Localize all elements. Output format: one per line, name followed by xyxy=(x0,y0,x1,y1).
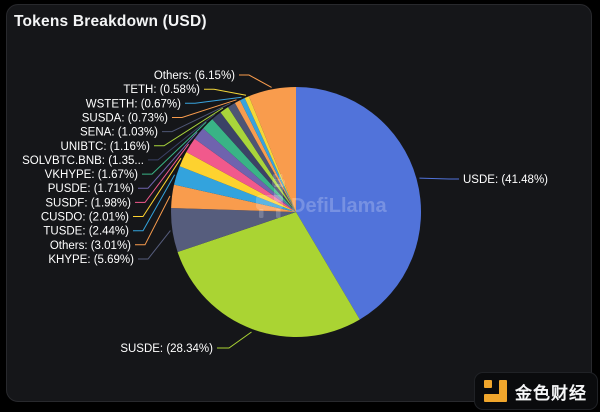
label-leader-line xyxy=(148,113,216,161)
label-leader-line xyxy=(172,99,237,118)
label-leader-line xyxy=(239,74,272,88)
llama-icon xyxy=(256,174,285,218)
slice-label-susda: SUSDA: (0.73%) xyxy=(82,112,168,124)
slice-label-usde: USDE: (41.48%) xyxy=(463,174,548,186)
slice-label-pusde: PUSDE: (1.71%) xyxy=(48,183,134,195)
slice-label-others: Others: (3.01%) xyxy=(50,240,131,252)
slice-label-others: Others: (6.15%) xyxy=(154,70,235,82)
label-leader-line xyxy=(154,107,224,147)
label-leader-line xyxy=(133,174,176,232)
pie-slice-unibtc[interactable] xyxy=(220,107,297,212)
label-leader-line xyxy=(135,195,171,246)
jinse-finance-logo: 金色财经 xyxy=(474,372,598,410)
jinse-finance-label: 金色财经 xyxy=(515,383,587,403)
slice-label-unibtc: UNIBTC: (1.16%) xyxy=(61,141,151,153)
chart-title: Tokens Breakdown (USD) xyxy=(14,13,207,30)
pie-slice-wsteth[interactable] xyxy=(240,98,296,212)
pie-slice-solvbtc-bnb[interactable] xyxy=(212,112,296,212)
jinse-gold-square-icon xyxy=(484,380,507,402)
label-leader-line xyxy=(138,230,171,260)
pie-slice-pusde[interactable] xyxy=(194,128,296,212)
label-leader-line xyxy=(162,102,231,133)
pie-slice-usde[interactable] xyxy=(296,87,422,320)
defillama-watermark: DefiLlama xyxy=(256,174,387,218)
label-leader-line xyxy=(138,131,198,189)
slice-label-susde: SUSDE: (28.34%) xyxy=(120,343,213,355)
slice-label-vkhype: VKHYPE: (1.67%) xyxy=(45,169,138,181)
slice-label-sena: SENA: (1.03%) xyxy=(80,127,158,139)
label-leader-line xyxy=(185,96,242,104)
slice-label-wsteth: WSTETH: (0.67%) xyxy=(86,98,181,110)
label-leader-line xyxy=(135,143,190,203)
label-leader-line xyxy=(133,157,182,217)
slice-label-teth: TETH: (0.58%) xyxy=(123,84,200,96)
pie-slice-khype[interactable] xyxy=(171,208,296,252)
pie-slice-susdf[interactable] xyxy=(186,138,296,212)
label-leader-line xyxy=(142,121,207,175)
pie-slice-tusde[interactable] xyxy=(174,166,296,212)
watermark-text: DefiLlama xyxy=(291,195,387,217)
slice-label-tusde: TUSDE: (2.44%) xyxy=(43,226,129,238)
pie-slice-cusdo[interactable] xyxy=(179,152,296,212)
slice-label-solvbtc-bnb: SOLVBTC.BNB: (1.35... xyxy=(22,155,144,167)
pie-slice-susde[interactable] xyxy=(177,212,360,337)
pie-slice-vkhype[interactable] xyxy=(203,119,296,212)
label-leader-line xyxy=(217,331,252,349)
slice-label-susdf: SUSDF: (1.98%) xyxy=(45,197,131,209)
pie-slice-sena[interactable] xyxy=(228,103,296,212)
label-leader-line xyxy=(419,177,459,180)
pie-slice-susda[interactable] xyxy=(234,100,296,212)
slice-label-khype: KHYPE: (5.69%) xyxy=(48,254,134,266)
pie-slice-teth[interactable] xyxy=(244,96,296,212)
pie-slice-others[interactable] xyxy=(248,86,296,212)
pie-slice-others[interactable] xyxy=(171,184,296,212)
slice-label-cusdo: CUSDO: (2.01%) xyxy=(41,212,129,224)
label-leader-line xyxy=(204,88,247,96)
